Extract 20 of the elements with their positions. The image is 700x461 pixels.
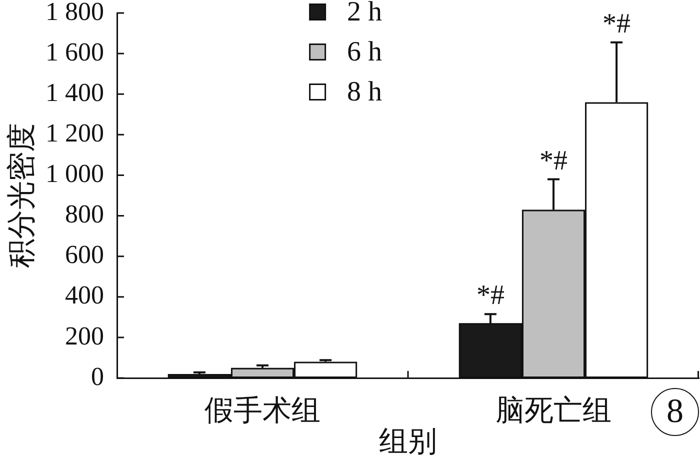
y-tick-label: 1 200 xyxy=(46,118,104,148)
y-tick-label: 400 xyxy=(65,280,104,310)
annotation: *# xyxy=(602,8,631,40)
y-axis-title: 积分光密度 xyxy=(6,123,38,268)
annotation: *# xyxy=(476,280,504,312)
y-tick-label: 1 400 xyxy=(46,78,104,107)
x-axis-title: 组别 xyxy=(379,426,437,458)
x-tick-label: 假手术组 xyxy=(204,395,320,428)
y-tick-label: 1 800 xyxy=(46,0,104,26)
annotation: *# xyxy=(540,145,568,176)
x-tick-label: 脑死亡组 xyxy=(496,395,612,428)
legend-label: 2 h xyxy=(347,0,382,28)
y-tick-label: 0 xyxy=(91,362,104,391)
y-tick-label: 600 xyxy=(65,240,104,270)
y-tick-label: 1 600 xyxy=(46,37,104,66)
y-tick-label: 1 000 xyxy=(46,159,104,188)
legend-label: 6 h xyxy=(347,36,382,68)
legend-label: 8 h xyxy=(347,76,382,108)
y-tick-label: 200 xyxy=(65,321,104,350)
y-tick-label: 800 xyxy=(65,200,104,229)
